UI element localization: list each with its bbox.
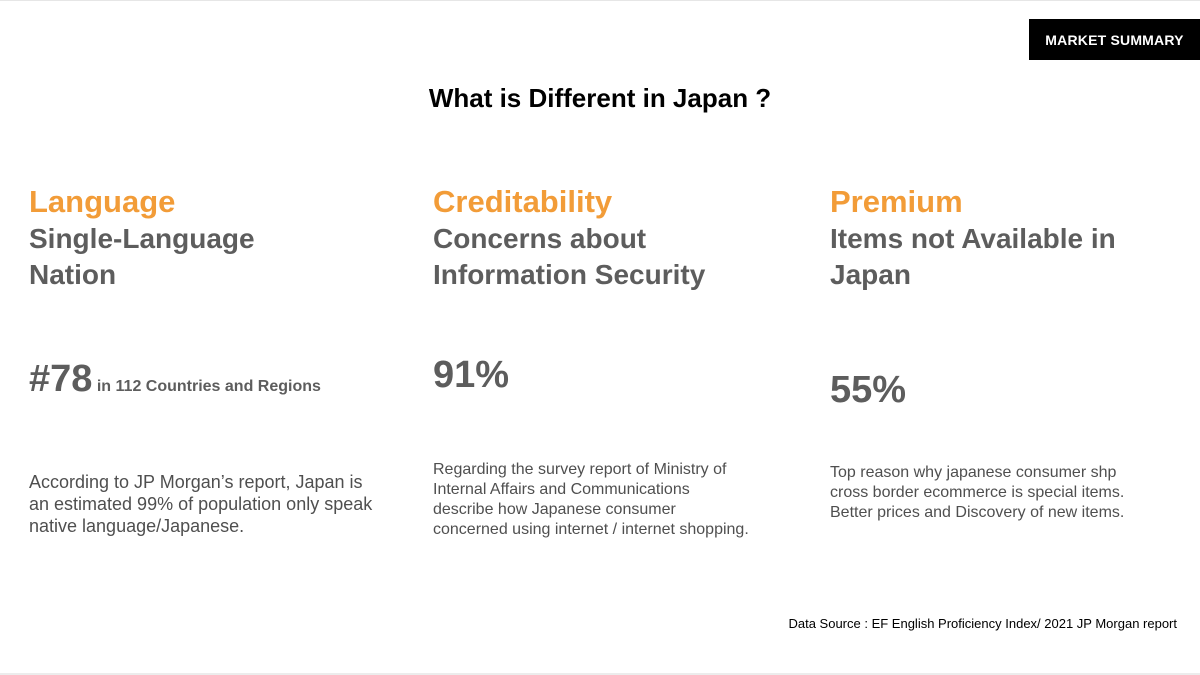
column-description: Regarding the survey report of Ministry …: [433, 461, 749, 538]
stat-value: 55%: [830, 369, 907, 411]
column-language: Language Single-Language Nation #78 in 1…: [29, 183, 409, 536]
stat-row: 55%: [830, 368, 906, 412]
column-creditability: Creditability Concerns about Information…: [433, 183, 813, 538]
column-premium: Premium Items not Available in Japan 55%…: [830, 183, 1190, 521]
stat-row: 91%: [433, 353, 509, 397]
stat-row: #78 in 112 Countries and Regions: [29, 357, 321, 401]
column-heading-line-2: Japan: [830, 259, 911, 290]
column-description: Top reason why japanese consumer shp cro…: [830, 464, 1125, 521]
data-source-note: Data Source : EF English Proficiency Ind…: [788, 616, 1177, 631]
market-summary-badge: MARKET SUMMARY: [1029, 19, 1200, 60]
top-divider: [0, 0, 1200, 1]
category-label: Premium: [830, 184, 963, 219]
column-heading-line-1: Items not Available in: [830, 223, 1116, 254]
category-label: Language: [29, 184, 176, 219]
column-description: According to JP Morgan’s report, Japan i…: [29, 472, 373, 536]
column-heading-line-2: Information Security: [433, 259, 706, 290]
column-heading-line-2: Nation: [29, 259, 117, 290]
bottom-divider: [0, 673, 1200, 675]
stat-suffix: in 112 Countries and Regions: [96, 378, 321, 395]
stat-value: 91%: [433, 354, 510, 396]
page-title: What is Different in Japan ?: [428, 83, 772, 113]
column-heading-line-1: Single-Language: [29, 223, 255, 254]
category-label: Creditability: [433, 184, 613, 219]
stat-value: #78: [29, 358, 93, 400]
column-heading-line-1: Concerns about: [433, 223, 647, 254]
